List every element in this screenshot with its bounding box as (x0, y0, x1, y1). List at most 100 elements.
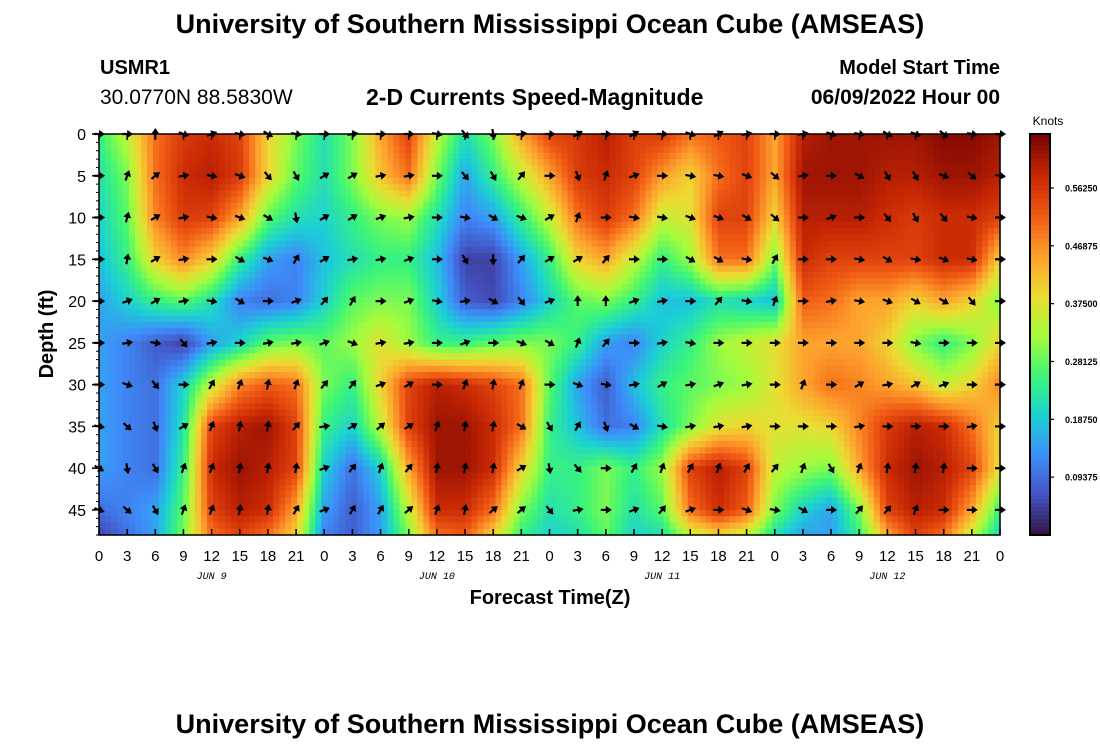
heat-cell (165, 234, 172, 242)
heat-cell (147, 240, 154, 248)
heat-cell (603, 259, 611, 267)
heat-cell (981, 221, 989, 229)
heat-cell (369, 271, 376, 279)
heat-cell (291, 309, 298, 317)
heat-cell (627, 253, 635, 260)
heat-cell (897, 278, 905, 285)
heat-cell (381, 321, 388, 329)
heat-cell (321, 259, 328, 267)
heat-cell (729, 284, 737, 292)
heat-cell (243, 209, 250, 217)
heat-cell (789, 334, 797, 342)
heat-cell (495, 202, 503, 210)
heat-cell (699, 171, 707, 179)
heat-cell (213, 146, 220, 154)
heat-cell (879, 334, 887, 342)
heat-cell (447, 290, 454, 298)
heat-cell (405, 315, 412, 323)
heat-cell (693, 234, 701, 242)
heat-cell (555, 315, 563, 323)
heat-cell (327, 221, 334, 229)
heat-cell (201, 340, 208, 348)
heat-cell (963, 309, 971, 317)
heat-cell (99, 221, 106, 229)
heat-cell (645, 296, 653, 304)
heat-cell (945, 221, 953, 229)
heat-cell (129, 190, 136, 198)
heat-cell (525, 246, 533, 254)
heat-cell (939, 159, 947, 166)
heat-cell (465, 309, 473, 317)
heat-cell (339, 296, 346, 304)
heat-cell (315, 227, 322, 235)
heat-cell (423, 315, 430, 323)
heat-cell (531, 321, 539, 329)
heat-cell (201, 165, 208, 173)
heat-cell (117, 340, 124, 348)
heat-cell (201, 309, 208, 317)
heat-cell (357, 202, 364, 210)
heat-cell (441, 184, 448, 191)
heat-cell (693, 315, 701, 323)
heat-cell (213, 165, 220, 173)
heat-cell (537, 240, 545, 248)
heat-cell (957, 227, 965, 235)
heat-cell (969, 196, 977, 204)
heat-cell (459, 303, 467, 311)
heat-cell (189, 171, 196, 179)
heat-cell (873, 290, 881, 298)
heat-cell (921, 259, 929, 267)
heat-cell (693, 303, 701, 311)
heat-cell (879, 328, 887, 336)
heat-cell (393, 159, 400, 166)
heat-cell (603, 284, 611, 292)
heat-cell (147, 152, 154, 160)
heat-cell (891, 303, 899, 311)
heat-cell (483, 321, 491, 329)
heat-cell (555, 303, 563, 311)
heat-cell (789, 321, 797, 329)
heat-cell (573, 159, 581, 166)
heat-cell (753, 152, 761, 160)
heat-cell (789, 134, 797, 141)
heat-cell (603, 196, 611, 204)
heat-cell (531, 253, 539, 260)
heat-cell (279, 321, 286, 329)
heat-cell (465, 202, 473, 210)
heat-cell (465, 165, 473, 173)
heat-cell (279, 134, 286, 141)
heat-cell (567, 334, 575, 342)
heat-cell (711, 303, 719, 311)
heat-cell (363, 234, 370, 242)
heat-cell (705, 190, 713, 198)
heat-cell (945, 177, 953, 185)
heat-cell (903, 209, 911, 217)
heat-cell (837, 303, 845, 311)
heat-cell (273, 309, 280, 317)
heat-cell (219, 315, 226, 323)
heat-cell (441, 246, 448, 254)
heat-cell (849, 177, 857, 185)
heat-cell (885, 202, 893, 210)
heat-cell (99, 190, 106, 198)
heat-cell (645, 177, 653, 185)
heat-cell (195, 184, 202, 191)
heat-cell (867, 240, 875, 248)
heat-cell (807, 140, 815, 148)
heat-cell (669, 227, 677, 235)
heat-cell (315, 221, 322, 229)
heat-cell (681, 134, 689, 141)
heat-cell (867, 271, 875, 279)
heat-cell (735, 290, 743, 298)
heat-cell (177, 296, 184, 304)
heat-cell (189, 259, 196, 267)
heat-cell (495, 184, 503, 191)
heat-cell (765, 315, 773, 323)
heat-cell (711, 202, 719, 210)
heat-cell (201, 215, 208, 223)
heat-cell (525, 315, 533, 323)
heat-cell (309, 334, 316, 342)
heat-cell (537, 159, 545, 166)
heat-cell (597, 202, 605, 210)
heat-cell (465, 265, 473, 273)
